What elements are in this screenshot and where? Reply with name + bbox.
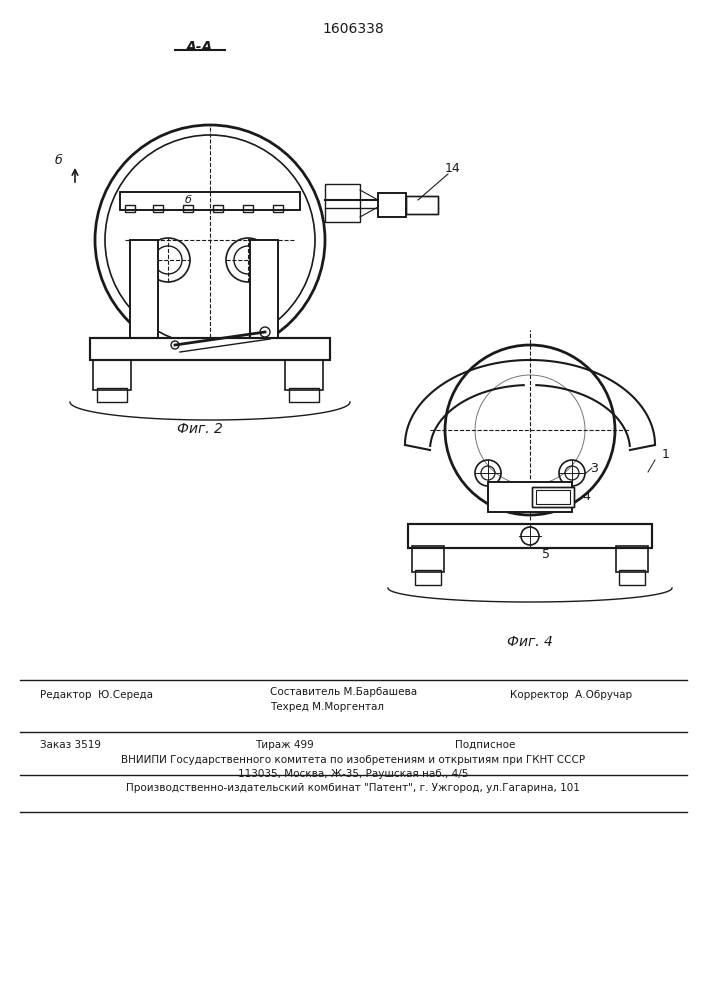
Bar [532, 487, 574, 507]
Text: Подписное: Подписное [455, 740, 515, 750]
Bar [378, 193, 406, 217]
Bar [289, 388, 319, 402]
Text: 1606338: 1606338 [322, 22, 384, 36]
Bar [408, 524, 652, 548]
Bar [93, 360, 131, 390]
Text: А-А: А-А [187, 40, 214, 54]
Bar [619, 570, 645, 585]
Bar [125, 205, 135, 212]
Bar [325, 184, 360, 222]
Text: Техред М.Моргентал: Техред М.Моргентал [270, 702, 384, 712]
Bar [406, 196, 438, 214]
Text: Корректор  А.Обручар: Корректор А.Обручар [510, 690, 632, 700]
Bar [532, 487, 574, 507]
Text: Составитель М.Барбашева: Составитель М.Барбашева [270, 687, 417, 697]
Bar [183, 205, 193, 212]
Text: Фиг. 4: Фиг. 4 [507, 635, 553, 649]
Text: ВНИИПИ Государственного комитета по изобретениям и открытиям при ГКНТ СССР: ВНИИПИ Государственного комитета по изоб… [121, 755, 585, 765]
Bar [130, 240, 158, 340]
Bar [97, 388, 127, 402]
Text: Тираж 499: Тираж 499 [255, 740, 314, 750]
Bar [536, 490, 570, 504]
Bar [406, 196, 438, 214]
Text: 5: 5 [542, 548, 550, 560]
Bar [616, 546, 648, 572]
Bar [130, 240, 158, 340]
Bar [153, 205, 163, 212]
Bar [285, 360, 323, 390]
Bar [378, 193, 406, 217]
Text: Фиг. 2: Фиг. 2 [177, 422, 223, 436]
Bar [213, 205, 223, 212]
Text: б: б [55, 153, 63, 166]
Bar [412, 546, 444, 572]
Text: 3: 3 [590, 462, 598, 475]
Text: 4: 4 [582, 489, 590, 502]
Bar [120, 192, 300, 210]
Text: Редактор  Ю.Середа: Редактор Ю.Середа [40, 690, 153, 700]
Bar [90, 338, 330, 360]
Text: Заказ 3519: Заказ 3519 [40, 740, 101, 750]
Bar [488, 482, 572, 512]
Text: б: б [185, 195, 192, 205]
Bar [243, 205, 253, 212]
Bar [250, 240, 278, 340]
Bar [250, 240, 278, 340]
Bar [120, 192, 300, 210]
Bar [488, 482, 572, 512]
Text: Производственно-издательский комбинат "Патент", г. Ужгород, ул.Гагарина, 101: Производственно-издательский комбинат "П… [126, 783, 580, 793]
Text: 1: 1 [662, 448, 670, 462]
Bar [408, 524, 652, 548]
Bar [273, 205, 283, 212]
Bar [90, 338, 330, 360]
Text: 14: 14 [445, 161, 461, 174]
Bar [415, 570, 441, 585]
Text: 113035, Москва, Ж-35, Раушская наб., 4/5: 113035, Москва, Ж-35, Раушская наб., 4/5 [238, 769, 468, 779]
